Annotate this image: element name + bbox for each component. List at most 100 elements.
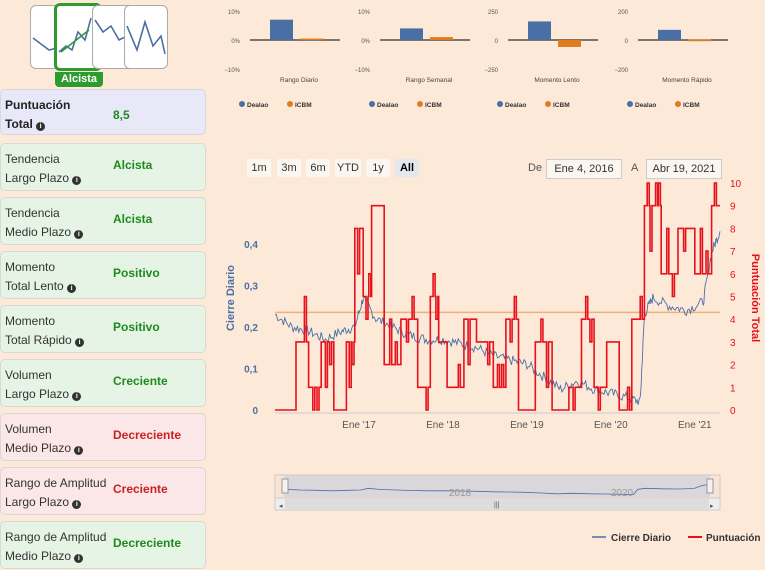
info-icon[interactable]: i (74, 230, 84, 239)
mini-bar (528, 21, 551, 40)
legend-marker (369, 101, 375, 107)
indicator-card[interactable]: Tendencia Largo Plazo i Alcista (0, 143, 206, 191)
navigator-handle-left[interactable] (281, 478, 289, 494)
mini-legend-label[interactable]: ICBM (425, 102, 442, 109)
xtick-label: Ene '21 (678, 420, 712, 431)
card-label-line2: Largo Plazo (5, 387, 70, 401)
indicator-card[interactable]: Momento Total Rápido i Positivo (0, 305, 206, 353)
mini-legend-label[interactable]: Dealao (247, 102, 268, 109)
legend-marker (545, 101, 551, 107)
mini-legend-label[interactable]: Dealao (505, 102, 526, 109)
info-icon[interactable]: i (72, 500, 82, 509)
indicator-card[interactable]: Puntuación Total i 8,5 (0, 89, 206, 135)
mini-ytick-label: 200 (618, 10, 629, 16)
navigator-window[interactable] (284, 475, 710, 497)
scroll-grip-icon: ||| (494, 502, 500, 509)
mini-legend-label[interactable]: Dealao (377, 102, 398, 109)
legend-marker (287, 101, 293, 107)
left-ytick-label: 0,3 (244, 281, 258, 292)
scroll-right-arrow-icon[interactable]: ▸ (710, 503, 714, 510)
card-label-line1: Rango de Amplitud (5, 530, 107, 544)
mini-ytick-label: −10% (224, 68, 240, 74)
mini-ytick-label: 0 (495, 39, 499, 45)
info-icon[interactable]: i (74, 554, 84, 563)
navigator-label: 2018 (449, 488, 472, 499)
mini-bar (270, 19, 293, 40)
indicator-card[interactable]: Rango de Amplitud Medio Plazo i Decrecient… (0, 521, 206, 569)
mini-bar (688, 39, 711, 42)
range-button[interactable]: 1y (366, 159, 390, 177)
info-icon[interactable]: i (67, 284, 77, 293)
navigator-handle-right[interactable] (706, 478, 714, 494)
mini-ytick-label: 10% (228, 10, 241, 16)
info-icon[interactable]: i (36, 122, 46, 131)
mini-legend-label[interactable]: ICBM (295, 102, 312, 109)
thumb-volatil[interactable] (124, 5, 168, 69)
card-value: Creciente (113, 482, 168, 496)
legend-label-close[interactable]: Cierre Diario (611, 533, 671, 544)
navigator-scrollbar[interactable] (274, 497, 721, 511)
mini-legend-label[interactable]: ICBM (683, 102, 700, 109)
navigator-series (283, 483, 711, 495)
navigator-track (274, 474, 721, 511)
range-button[interactable]: YTD (335, 159, 361, 177)
range-button[interactable]: 1m (247, 159, 271, 177)
info-icon[interactable]: i (75, 338, 85, 347)
card-label: Volumen Medio Plazo i (5, 420, 84, 458)
card-label-line2: Total Lento (5, 279, 64, 293)
mini-ytick-label: 10% (358, 10, 371, 16)
date-to-input[interactable]: Abr 19, 2021 (646, 159, 722, 179)
mini-chart: 250 0 −250 Momento Lento Dealao ICBM (484, 10, 598, 109)
legend-marker (675, 101, 681, 107)
indicator-card[interactable]: Rango de Amplitud Largo Plazo i Creciente (0, 467, 206, 515)
uptrend-icon (58, 17, 92, 53)
scroll-left-arrow-icon[interactable]: ◂ (279, 503, 283, 510)
mini-ytick-label: 250 (488, 10, 499, 16)
range-button[interactable]: All (395, 159, 419, 177)
card-label-line2: Total Rápido (5, 333, 72, 347)
card-label-line1: Volumen (5, 368, 52, 382)
card-label-line2: Medio Plazo (5, 225, 72, 239)
info-icon[interactable]: i (72, 392, 82, 401)
mini-ytick-label: −250 (484, 68, 498, 74)
card-label: Rango de Amplitud Medio Plazo i (5, 528, 106, 566)
card-value: Decreciente (113, 536, 182, 550)
indicator-card[interactable]: Tendencia Medio Plazo i Alcista (0, 197, 206, 245)
card-value: Creciente (113, 374, 168, 388)
right-ytick-label: 2 (730, 361, 736, 372)
card-label-line1: Rango de Amplitud (5, 476, 107, 490)
card-label-line1: Tendencia (5, 206, 60, 220)
mini-bar (400, 28, 423, 40)
date-from-input[interactable]: Ene 4, 2016 (546, 159, 622, 179)
card-label-line2: Medio Plazo (5, 549, 72, 563)
volatile-icon (126, 19, 166, 55)
card-label: Momento Total Lento i (5, 258, 77, 296)
right-ytick-label: 6 (730, 270, 736, 281)
card-value: Decreciente (113, 428, 182, 442)
mini-bar-charts: 10% 0% −10% Rango Diario Dealao ICBM 10% 0% −10%… (224, 10, 728, 109)
navigator-label: 2020 (611, 488, 634, 499)
legend-label-score[interactable]: Puntuación (706, 533, 760, 544)
close-series-line (274, 231, 721, 405)
navigator-scrollbar-thumb[interactable] (285, 499, 709, 509)
mini-chart: 200 0 −200 Momento Rápido Dealao ICBM (614, 10, 728, 109)
mini-chart-title: Momento Rápido (662, 77, 712, 84)
right-ytick-label: 0 (730, 406, 736, 417)
right-ytick-label: 9 (730, 202, 736, 213)
range-button[interactable]: 3m (277, 159, 301, 177)
thumb-alcista[interactable]: Alcista (54, 3, 103, 87)
range-button[interactable]: 6m (306, 159, 330, 177)
mini-chart: 10% 0% −10% Rango Diario Dealao ICBM (224, 10, 340, 109)
mini-ytick-label: 0 (625, 39, 629, 45)
indicator-card[interactable]: Volumen Medio Plazo i Decreciente (0, 413, 206, 461)
indicator-card[interactable]: Momento Total Lento i Positivo (0, 251, 206, 299)
mini-legend-label[interactable]: ICBM (553, 102, 570, 109)
indicator-card[interactable]: Volumen Largo Plazo i Creciente (0, 359, 206, 407)
info-icon[interactable]: i (74, 446, 84, 455)
legend-marker (627, 101, 633, 107)
mini-chart: 10% 0% −10% Rango Semanal Dealao ICBM (354, 10, 470, 109)
mini-legend-label[interactable]: Dealao (635, 102, 656, 109)
card-label-line2: Largo Plazo (5, 495, 70, 509)
right-ytick-label: 7 (730, 247, 736, 258)
info-icon[interactable]: i (72, 176, 82, 185)
